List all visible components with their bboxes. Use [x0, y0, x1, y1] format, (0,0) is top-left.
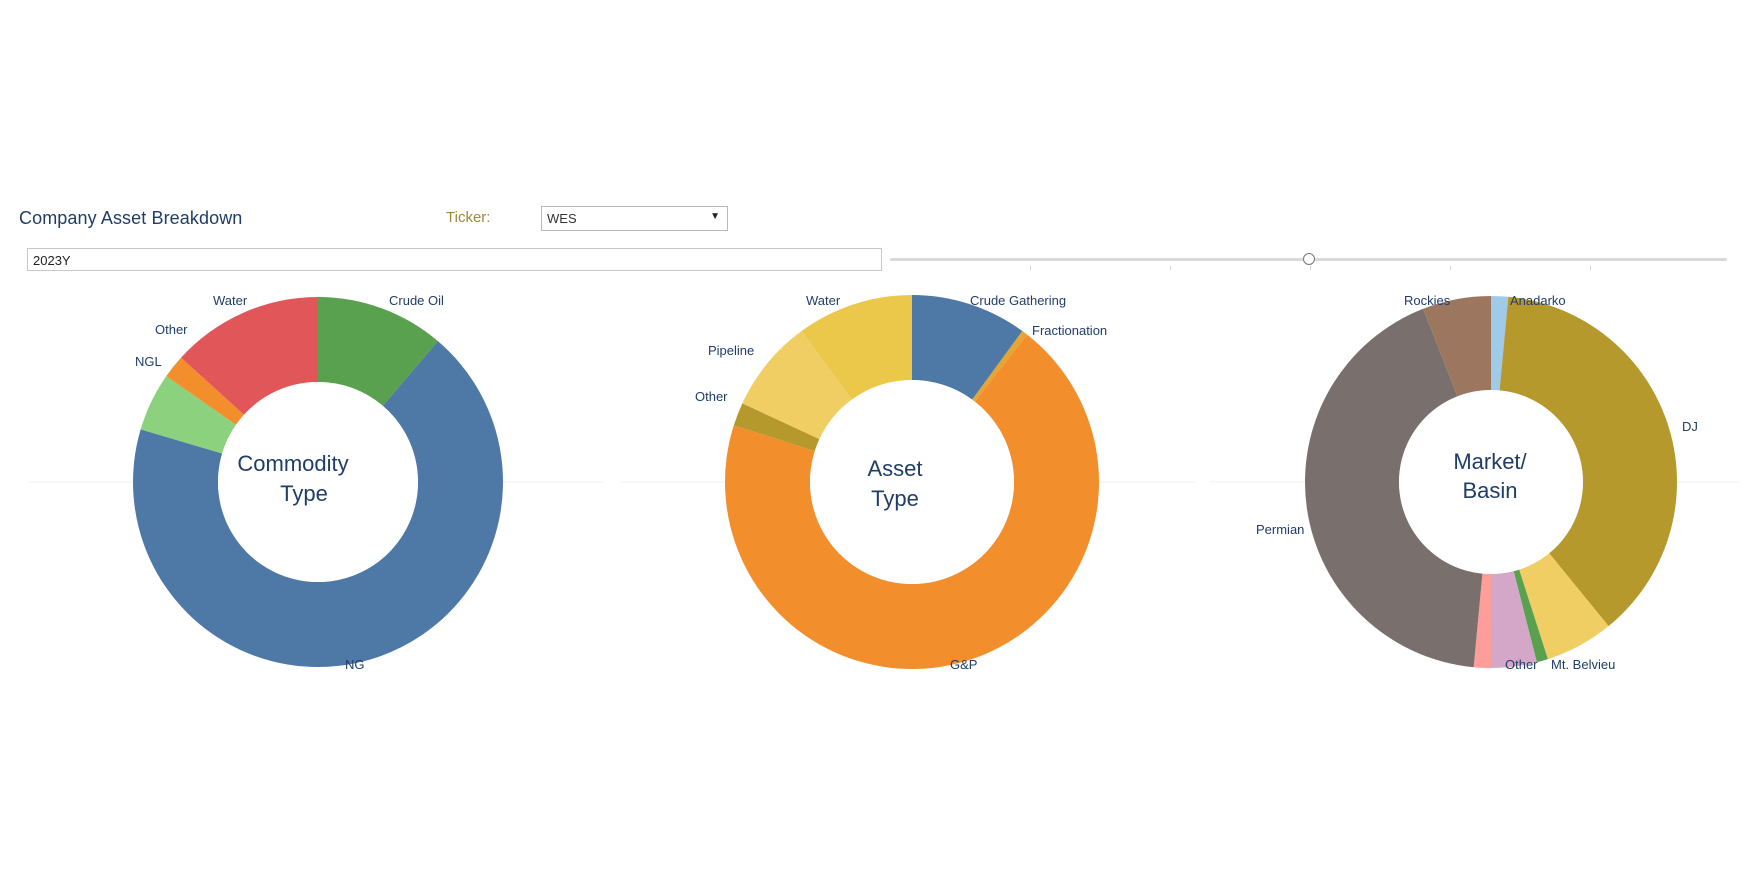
slice-label: Crude Gathering	[970, 293, 1066, 308]
donut-slice-pipeline[interactable]	[742, 331, 852, 440]
slice-label: DJ	[1682, 419, 1698, 434]
slider-tick	[1170, 266, 1171, 270]
ticker-dropdown[interactable]: WES ▼	[541, 206, 728, 231]
donut-slice-g-p[interactable]	[725, 334, 1099, 669]
slice-label: NGL	[135, 354, 162, 369]
donut-slice-ngl[interactable]	[140, 376, 236, 454]
center-label-line1: Commodity	[237, 451, 348, 476]
period-slider[interactable]	[890, 249, 1727, 270]
donut-slice-anadarko[interactable]	[1491, 296, 1509, 391]
donut-slice-other[interactable]	[1491, 571, 1537, 668]
page-title: Company Asset Breakdown	[19, 208, 243, 228]
donut-slice-permian[interactable]	[1304, 308, 1483, 668]
donut-slice-water[interactable]	[181, 297, 318, 415]
center-label-line2: Type	[280, 481, 328, 506]
slice-label: Mt. Belvieu	[1551, 657, 1615, 672]
donut-slice-other[interactable]	[166, 357, 244, 425]
slice-label: Other	[155, 322, 188, 337]
slider-tick	[1450, 266, 1451, 270]
ticker-label: Ticker:	[446, 209, 491, 226]
slice-label: Pipeline	[708, 343, 754, 358]
ticker-value: WES	[547, 211, 577, 226]
center-label-line1: Asset	[867, 456, 922, 481]
donut-slice-unlabeled[interactable]	[1473, 573, 1491, 668]
asset-type-donut: Crude Gathering Fractionation G&P Other …	[695, 293, 1107, 672]
slice-label: Water	[213, 293, 248, 308]
slice-label: NG	[345, 657, 365, 672]
slice-label: Rockies	[1404, 293, 1451, 308]
slice-label: Other	[695, 389, 728, 404]
donut-slice-dj[interactable]	[1499, 296, 1678, 627]
donut-slice-mt-belvieu[interactable]	[1519, 553, 1609, 660]
slider-tick	[1030, 266, 1031, 270]
donut-slice-rockies[interactable]	[1423, 296, 1491, 397]
slice-label: G&P	[950, 657, 977, 672]
slider-tick	[1310, 266, 1311, 270]
slice-label: Anadarko	[1510, 293, 1566, 308]
slice-label: Water	[806, 293, 841, 308]
donut-slice-crude-oil[interactable]	[318, 297, 438, 406]
slice-label: Crude Oil	[389, 293, 444, 308]
slice-label: Fractionation	[1032, 323, 1107, 338]
period-field[interactable]: 2023Y	[27, 248, 882, 271]
center-label-line1: Market/	[1453, 449, 1527, 474]
donut-hole	[218, 382, 418, 582]
period-value: 2023Y	[33, 253, 71, 268]
donut-slice-water[interactable]	[801, 295, 912, 400]
donut-slice-fractionation[interactable]	[972, 331, 1028, 402]
center-label-line2: Basin	[1462, 478, 1517, 503]
donut-hole	[1399, 390, 1583, 574]
commodity-type-donut: Crude Oil NG NGL Other Water Commodity T…	[132, 293, 503, 672]
slider-thumb[interactable]	[1302, 253, 1315, 265]
slice-label: Other	[1505, 657, 1538, 672]
slice-label: Permian	[1256, 522, 1304, 537]
donut-slice-ng[interactable]	[132, 341, 503, 667]
chevron-down-icon: ▼	[710, 211, 720, 222]
donut-slice-other[interactable]	[733, 403, 820, 452]
donut-slice-unlabeled[interactable]	[1513, 569, 1548, 663]
center-label-line2: Type	[871, 486, 919, 511]
slider-tick	[1590, 266, 1591, 270]
market-basin-donut: Anadarko DJ Mt. Belvieu Other Permian Ro…	[1256, 293, 1698, 672]
donut-slice-crude-gathering[interactable]	[912, 295, 1023, 400]
donut-hole	[810, 380, 1014, 584]
